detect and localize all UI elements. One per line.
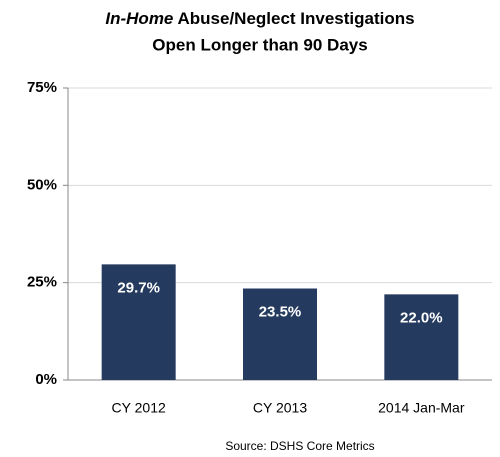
x-tick-label: CY 2013 xyxy=(253,400,307,416)
y-tick-label: 50% xyxy=(27,176,57,193)
bar xyxy=(101,264,176,380)
y-tick-label: 25% xyxy=(27,274,57,291)
y-tick-label: 75% xyxy=(27,79,57,96)
value-label: 29.7% xyxy=(117,279,160,296)
title-part: Abuse/Neglect Investigations xyxy=(173,9,414,28)
chart-title: In-Home Abuse/Neglect Investigations xyxy=(105,9,414,28)
title-emphasis: In-Home xyxy=(105,9,173,28)
value-label: 23.5% xyxy=(259,303,302,320)
value-label: 22.0% xyxy=(400,309,443,326)
x-tick-label: CY 2012 xyxy=(112,400,166,416)
source-note: Source: DSHS Core Metrics xyxy=(225,439,374,453)
bar xyxy=(243,288,317,380)
x-tick-label: 2014 Jan-Mar xyxy=(378,400,465,416)
chart-title-line: Open Longer than 90 Days xyxy=(152,35,367,54)
y-tick-label: 0% xyxy=(35,371,57,388)
bar xyxy=(384,294,459,380)
